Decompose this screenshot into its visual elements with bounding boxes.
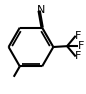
Text: F: F bbox=[75, 31, 81, 41]
Text: F: F bbox=[75, 51, 81, 61]
Text: F: F bbox=[78, 41, 84, 51]
Text: N: N bbox=[37, 5, 45, 15]
